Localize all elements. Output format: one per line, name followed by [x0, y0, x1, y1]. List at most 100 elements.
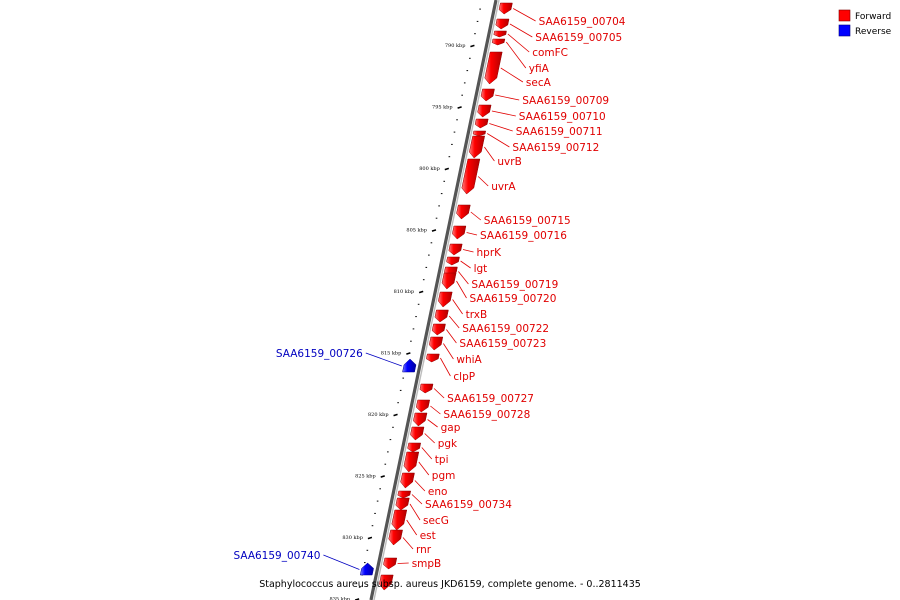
- ruler-tick-major: [431, 229, 437, 232]
- gene-label-saa6159_00704: SAA6159_00704: [539, 16, 626, 28]
- gene-label-hprk: hprK: [477, 247, 503, 259]
- map-caption: Staphylococcus aureus subsp. aureus JKD6…: [259, 579, 641, 590]
- ruler-tick-major: [444, 167, 450, 171]
- gene-label-saa6159_00720: SAA6159_00720: [470, 293, 557, 305]
- gene-arrow-saa6159_00710: [477, 104, 492, 118]
- gene-arrow-smpb: [383, 557, 398, 570]
- gene-fragment: [379, 574, 394, 591]
- gene-leader-line: [495, 94, 520, 101]
- gene-leader-line: [424, 433, 435, 444]
- gene-leader-line: [440, 357, 451, 377]
- gene-arrow-hprk: [448, 243, 463, 256]
- gene-label-saa6159_00716: SAA6159_00716: [480, 230, 567, 242]
- gene-leader-line: [500, 67, 524, 83]
- ruler-tick-major: [393, 413, 398, 417]
- gene-leader-line: [409, 503, 421, 521]
- gene-leader-line: [365, 352, 402, 367]
- gene-arrow-saa6159_00726: [402, 358, 417, 373]
- legend-label-forward: Forward: [855, 12, 891, 22]
- ruler-tick-label: 815 kbp: [381, 351, 402, 357]
- legend-swatch-reverse: [838, 24, 851, 37]
- ruler-tick-label: 830 kbp: [342, 535, 363, 541]
- gene-arrow-saa6159_00727: [419, 383, 434, 394]
- gene-arrow-saa6159_00712: [472, 130, 487, 137]
- gene-label-clpp: clpP: [453, 371, 475, 383]
- gene-leader-line: [507, 33, 530, 53]
- ruler-tick-label: 805 kbp: [406, 228, 427, 234]
- gene-label-uvra: uvrA: [491, 181, 516, 193]
- gene-label-saa6159_00712: SAA6159_00712: [512, 142, 599, 154]
- gene-label-saa6159_00727: SAA6159_00727: [447, 393, 534, 405]
- gene-label-pgk: pgk: [438, 438, 458, 450]
- gene-leader-line: [509, 23, 533, 38]
- gene-arrow-saa6159_00715: [456, 204, 471, 220]
- gene-label-saa6159_00728: SAA6159_00728: [443, 409, 530, 421]
- gene-arrow-eno: [400, 472, 415, 489]
- gene-leader-line: [505, 41, 527, 69]
- gene-leader-line: [456, 280, 467, 299]
- gene-leader-line: [427, 419, 438, 428]
- gene-label-saa6159_00710: SAA6159_00710: [519, 111, 606, 123]
- ruler-tick-label: 825 kbp: [355, 474, 376, 480]
- gene-label-yfia: yfiA: [529, 63, 550, 75]
- gene-arrow-saa6159_00705: [495, 18, 510, 30]
- gene-label-saa6159_00722: SAA6159_00722: [462, 323, 549, 335]
- ruler-tick-label: 835 kbp: [330, 597, 351, 600]
- gene-arrow-saa6159_00734: [397, 490, 412, 499]
- gene-leader-line: [433, 388, 445, 399]
- ruler-tick-major: [457, 106, 462, 109]
- gene-arrow-lgt: [446, 256, 460, 266]
- gene-label-uvrb: uvrB: [497, 156, 521, 168]
- gene-label-saa6159_00723: SAA6159_00723: [459, 338, 546, 350]
- ruler-ticks: 790 kbp 795 kbp 800 kbp 805 kbp 810 kbp 815 k…: [330, 8, 481, 600]
- ruler-tick-label: 790 kbp: [445, 43, 466, 49]
- ruler-tick-label: 810 kbp: [394, 289, 415, 295]
- gene-leader-line: [486, 133, 510, 148]
- gene-arrow-saa6159_00722: [434, 309, 449, 323]
- legend-swatch-forward: [838, 9, 851, 22]
- gene-label-saa6159_00709: SAA6159_00709: [522, 95, 609, 107]
- gene-arrow-whia: [428, 336, 444, 351]
- gene-leader-line: [466, 232, 478, 236]
- gene-arrow-seca: [484, 51, 503, 85]
- gene-label-seca: secA: [526, 77, 552, 89]
- gene-leader-line: [470, 211, 482, 221]
- gene-leader-line: [406, 519, 418, 536]
- gene-arrow-rnr: [388, 529, 403, 546]
- gene-label-est: est: [420, 530, 436, 542]
- gene-label-saa6159_00711: SAA6159_00711: [516, 126, 603, 138]
- ruler-tick-major: [380, 475, 385, 478]
- gene-arrow-clpp: [426, 353, 440, 363]
- gene-leader-line: [458, 271, 469, 285]
- gene-arrow-saa6159_00716: [452, 225, 467, 240]
- gene-arrow-pgm: [403, 451, 420, 473]
- gene-labels: SAA6159_00704 SAA6159_00705 comFC yfiA secA S…: [233, 8, 626, 570]
- gene-label-smpb: smpB: [412, 558, 442, 570]
- gene-arrow-uvrb: [469, 135, 486, 159]
- gene-leader-line: [460, 260, 471, 269]
- gene-label-tpi: tpi: [435, 454, 449, 466]
- gene-label-rnr: rnr: [416, 544, 432, 556]
- gene-arrow-comfc: [493, 30, 507, 38]
- gene-arrow-saa6159_00711: [474, 118, 489, 129]
- gene-label-trxb: trxB: [466, 309, 488, 321]
- gene-leader-line: [484, 146, 495, 162]
- gene-arrow-saa6159_00723: [431, 323, 446, 336]
- gene-label-pgm: pgm: [432, 470, 456, 482]
- ruler-tick-major: [470, 44, 475, 48]
- gene-leader-line: [323, 554, 360, 570]
- gene-label-saa6159_00734: SAA6159_00734: [425, 499, 512, 511]
- legend: Forward Reverse: [838, 9, 892, 37]
- gene-arrow-saa6159_00704: [498, 2, 513, 15]
- gene-label-eno: eno: [428, 486, 448, 498]
- gene-label-saa6159_00705: SAA6159_00705: [535, 32, 622, 44]
- gene-arrow-tpi: [407, 442, 422, 453]
- gene-leader-line: [462, 249, 474, 253]
- gene-leader-line: [402, 537, 414, 550]
- gene-leader-line: [397, 562, 409, 564]
- gene-label-saa6159_00715: SAA6159_00715: [484, 215, 571, 227]
- gene-leader-line: [414, 480, 426, 492]
- gene-arrow-saa6159_00709: [480, 88, 495, 102]
- gene-label-saa6159_00726: SAA6159_00726: [276, 348, 363, 360]
